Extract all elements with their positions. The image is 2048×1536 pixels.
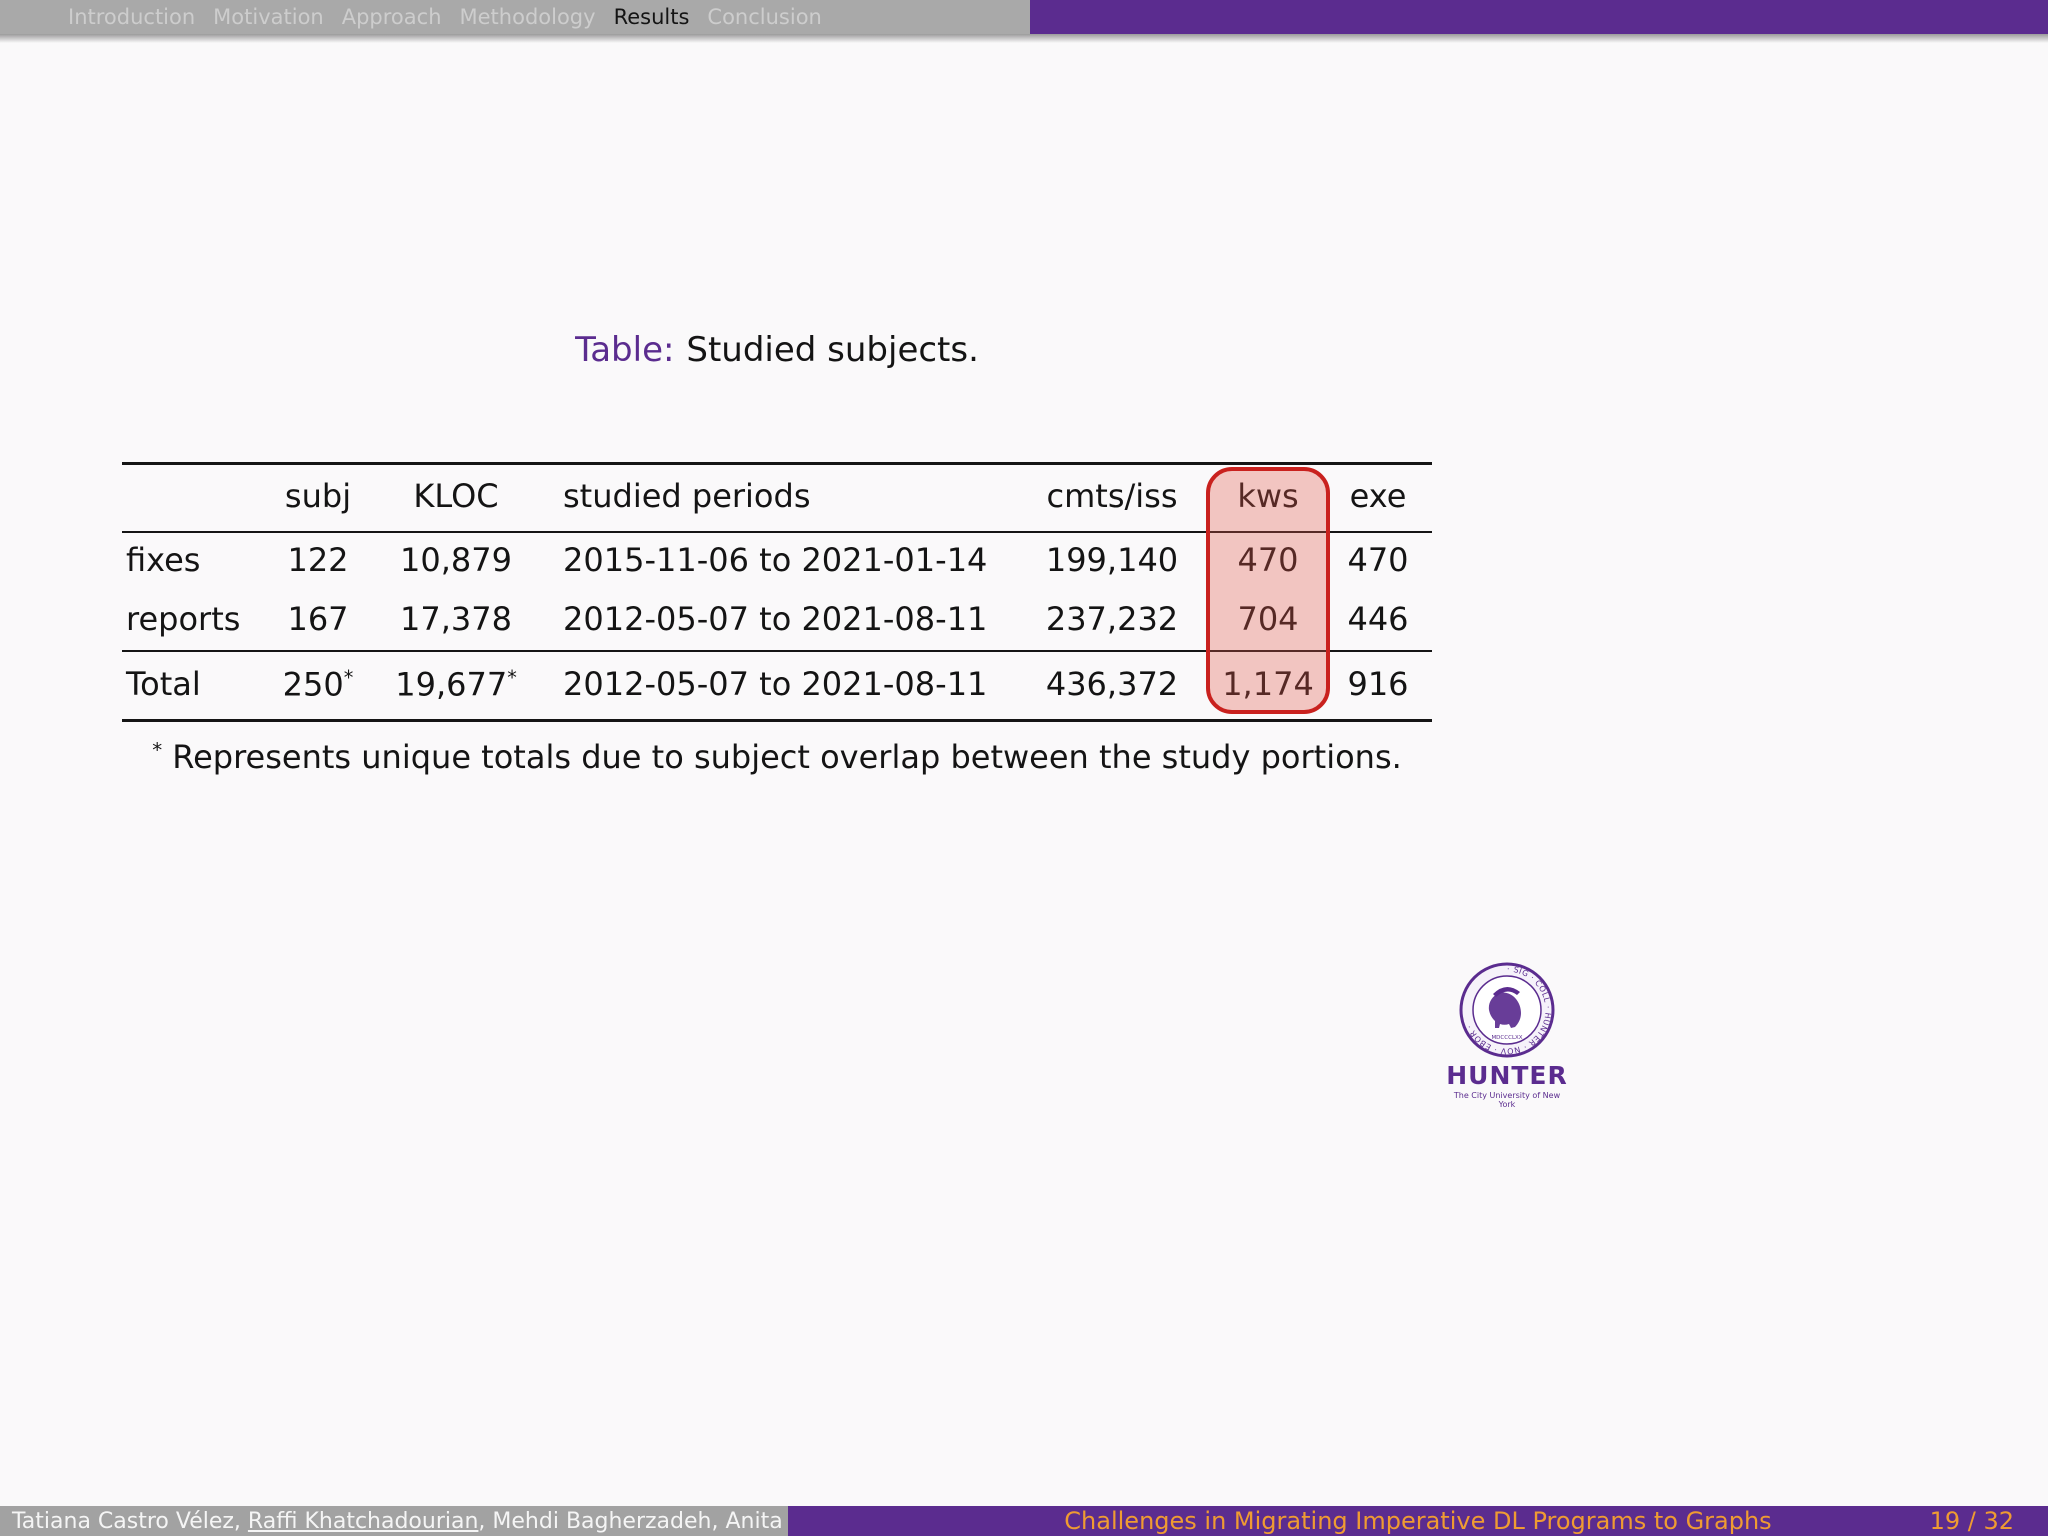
table-top-rule [122, 462, 1432, 465]
cell-total-subj: 250* [282, 665, 354, 704]
hunter-seal-icon: · SIG · COLL · HUNTER · NOV · EBOR · MDC… [1459, 962, 1555, 1058]
table-caption: Table: Studied subjects. [122, 330, 1432, 370]
presenting-author: Raffi Khatchadourian [247, 1508, 479, 1534]
slide-page-number: 19 / 32 [1929, 1507, 2014, 1535]
table-grid: subj KLOC studied periods cmts/iss kws e… [122, 462, 1432, 722]
footer-bar: Tatiana Castro Vélez, Raffi Khatchadouri… [0, 1506, 2048, 1536]
topbar-shadow [0, 34, 2048, 43]
total-kloc-footnote-marker: * [507, 665, 517, 689]
hunter-tagline: The City University of New York [1453, 1091, 1561, 1109]
section-navigation: Introduction Motivation Approach Methodo… [68, 0, 822, 34]
cell-fixes-kws: 470 [1237, 540, 1299, 579]
cell-reports-kws: 704 [1237, 600, 1299, 639]
cell-fixes-kloc: 10,879 [400, 540, 512, 579]
footer-authors: Tatiana Castro Vélez, Raffi Khatchadouri… [0, 1506, 838, 1536]
cell-total-exe: 916 [1347, 664, 1409, 703]
cell-fixes-subj: 122 [287, 540, 349, 579]
footnote-marker: * [152, 738, 163, 762]
cell-fixes-periods: 2015-11-06 to 2021-01-14 [563, 540, 988, 579]
cell-reports-subj: 167 [287, 600, 349, 639]
nav-item-results[interactable]: Results [613, 5, 690, 29]
col-header-studied-periods: studied periods [563, 476, 811, 515]
footer-talk-title: Challenges in Migrating Imperative DL Pr… [1064, 1507, 1772, 1535]
table-total-rule [122, 650, 1432, 652]
topbar-purple-accent [1030, 0, 2048, 34]
hunter-college-logo: · SIG · COLL · HUNTER · NOV · EBOR · MDC… [1446, 960, 1567, 1109]
table-header-rule [122, 531, 1432, 533]
col-header-cmts-iss: cmts/iss [1046, 476, 1178, 515]
hunter-wordmark: HUNTER [1446, 1061, 1568, 1090]
studied-subjects-table: subj KLOC studied periods cmts/iss kws e… [122, 462, 1432, 722]
cell-reports-name: reports [126, 600, 241, 639]
nav-item-introduction[interactable]: Introduction [68, 5, 196, 29]
footnote-text: Represents unique totals due to subject … [172, 738, 1402, 776]
cell-fixes-exe: 470 [1347, 540, 1409, 579]
cell-total-kws: 1,174 [1222, 664, 1314, 703]
total-subj-footnote-marker: * [343, 665, 354, 689]
footer-title-section: Challenges in Migrating Imperative DL Pr… [788, 1506, 2048, 1536]
col-header-subj: subj [284, 476, 352, 515]
cell-reports-kloc: 17,378 [400, 600, 512, 639]
cell-total-name: Total [126, 664, 201, 703]
footer-authors-text: Tatiana Castro Vélez, Raffi Khatchadouri… [12, 1508, 838, 1534]
athena-helmet-icon [1493, 986, 1520, 997]
cell-fixes-name: fixes [126, 540, 201, 579]
cell-total-periods: 2012-05-07 to 2021-08-11 [563, 664, 988, 703]
col-header-kloc: KLOC [413, 476, 499, 515]
col-header-kws: kws [1237, 476, 1299, 515]
table-caption-prefix: Table: [575, 330, 675, 370]
cell-total-cmts: 436,372 [1045, 664, 1179, 703]
table-bottom-rule [122, 719, 1432, 722]
table-footnote: * Represents unique totals due to subjec… [122, 738, 1432, 776]
nav-item-approach[interactable]: Approach [341, 5, 442, 29]
cell-fixes-cmts: 199,140 [1045, 540, 1179, 579]
nav-item-motivation[interactable]: Motivation [213, 5, 324, 29]
col-header-exe: exe [1349, 476, 1407, 515]
table-caption-text: Studied subjects. [686, 330, 979, 370]
seal-year-text: MDCCCLXX [1491, 1035, 1522, 1041]
nav-item-methodology[interactable]: Methodology [459, 5, 596, 29]
cell-reports-periods: 2012-05-07 to 2021-08-11 [563, 600, 988, 639]
cell-total-kloc: 19,677* [395, 665, 517, 704]
nav-item-conclusion[interactable]: Conclusion [707, 5, 822, 29]
top-navigation-bar: Introduction Motivation Approach Methodo… [0, 0, 2048, 34]
cell-reports-exe: 446 [1347, 600, 1409, 639]
athena-profile-icon [1488, 992, 1521, 1028]
cell-reports-cmts: 237,232 [1045, 600, 1179, 639]
